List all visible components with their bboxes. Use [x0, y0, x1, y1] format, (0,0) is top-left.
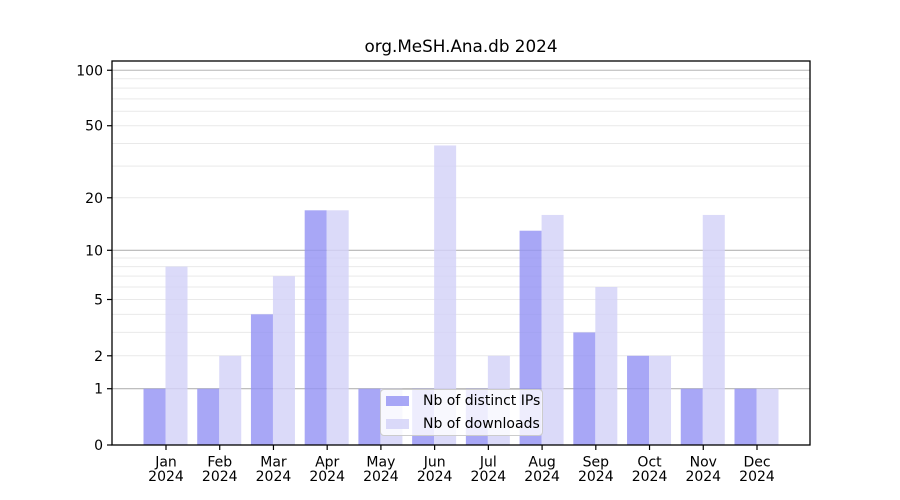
- legend-swatch-ips-icon: [386, 396, 409, 407]
- x-tick-label-year: 2024: [685, 469, 721, 485]
- x-tick-label-year: 2024: [471, 469, 507, 485]
- bar-distinct-ips-sep: [573, 332, 596, 445]
- x-tick-label-year: 2024: [578, 469, 614, 485]
- bar-downloads-jun: [434, 145, 457, 445]
- bar-distinct-ips-feb: [197, 388, 220, 445]
- legend-swatch-downloads-icon: [386, 418, 409, 429]
- tick-labels: 1005020105210Jan2024Feb2024Mar2024Apr202…: [76, 63, 775, 485]
- bar-distinct-ips-dec: [734, 388, 757, 445]
- legend-label-downloads: Nb of downloads: [423, 415, 540, 432]
- x-tick-label-month: Jun: [423, 455, 446, 471]
- x-tick-label-month: Nov: [690, 455, 717, 471]
- y-tick-label: 5: [94, 293, 103, 309]
- bar-distinct-ips-may: [358, 388, 381, 445]
- x-tick-label-month: May: [366, 455, 395, 471]
- y-tick-label: 0: [94, 438, 103, 454]
- x-tick-label-year: 2024: [363, 469, 399, 485]
- x-tick-label-month: Sep: [583, 455, 610, 471]
- bars: [143, 145, 779, 445]
- x-tick-label-month: Aug: [528, 455, 555, 471]
- x-tick-label-year: 2024: [202, 469, 238, 485]
- bar-distinct-ips-mar: [250, 314, 273, 445]
- chart-legend: Nb of distinct IPs Nb of downloads: [380, 389, 543, 436]
- minor-gridlines: [112, 78, 810, 357]
- y-tick-label: 50: [85, 119, 103, 135]
- y-tick-label: 1: [94, 382, 103, 398]
- x-tick-label-year: 2024: [417, 469, 453, 485]
- bar-downloads-dec: [756, 388, 779, 445]
- bar-downloads-oct: [649, 355, 672, 445]
- x-tick-label-month: Apr: [315, 455, 339, 471]
- y-tick-label: 20: [85, 191, 103, 207]
- bar-downloads-sep: [595, 286, 618, 445]
- legend-item-distinct-ips: Nb of distinct IPs: [386, 393, 542, 409]
- bar-downloads-feb: [219, 355, 242, 445]
- chart-title: org.MeSH.Ana.db 2024: [364, 36, 557, 56]
- x-tick-label-year: 2024: [148, 469, 184, 485]
- bar-downloads-nov: [702, 214, 725, 445]
- x-tick-label-year: 2024: [309, 469, 345, 485]
- bar-distinct-ips-apr: [304, 210, 327, 445]
- x-tick-label-month: Jul: [479, 455, 497, 471]
- x-tick-label-year: 2024: [524, 469, 560, 485]
- x-tick-label-month: Feb: [207, 455, 232, 471]
- x-tick-label-year: 2024: [739, 469, 775, 485]
- legend-label-distinct-ips: Nb of distinct IPs: [423, 393, 541, 410]
- x-tick-label-year: 2024: [632, 469, 668, 485]
- x-tick-label-year: 2024: [256, 469, 292, 485]
- plot-border: [111, 60, 811, 446]
- y-tick-label: 10: [85, 243, 103, 259]
- y-tick-label: 2: [94, 349, 103, 365]
- bar-distinct-ips-jan: [143, 388, 166, 445]
- legend-item-downloads: Nb of downloads: [386, 416, 542, 432]
- x-tick-label-month: Oct: [637, 455, 662, 471]
- x-tick-label-month: Mar: [260, 455, 287, 471]
- axes: [107, 60, 811, 450]
- bar-distinct-ips-nov: [680, 388, 703, 445]
- bar-distinct-ips-oct: [627, 355, 650, 445]
- x-tick-label-month: Jan: [154, 455, 177, 471]
- y-tick-label: 100: [76, 63, 103, 79]
- bar-downloads-apr: [326, 210, 349, 445]
- bar-downloads-mar: [272, 276, 295, 445]
- bar-downloads-jan: [165, 266, 188, 445]
- bar-downloads-aug: [541, 214, 564, 445]
- x-tick-label-month: Dec: [743, 455, 770, 471]
